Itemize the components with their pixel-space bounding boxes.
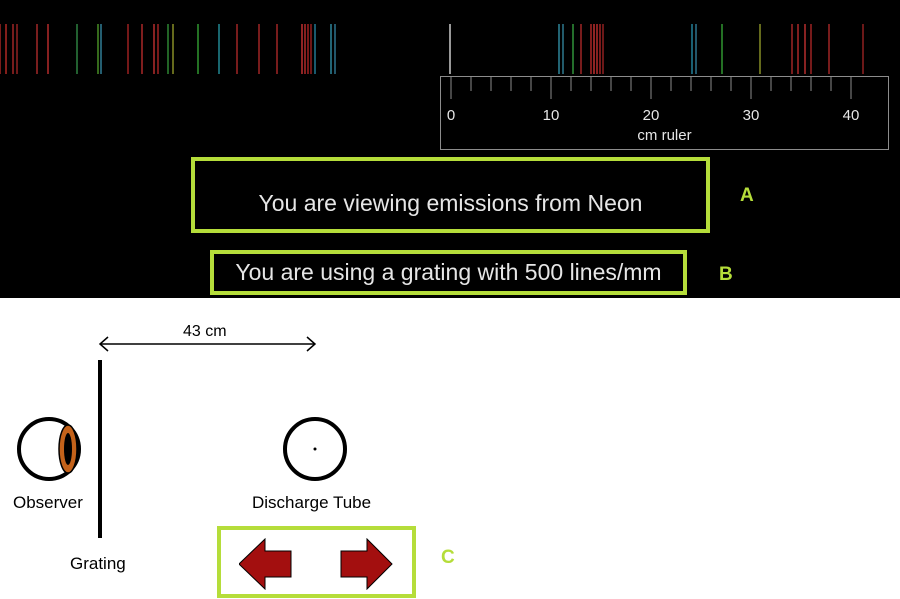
- discharge-tube-label: Discharge Tube: [252, 493, 372, 512]
- distance-arrow: [98, 336, 317, 352]
- ruler-tick-label-20: 20: [642, 107, 660, 124]
- ruler-tick-label-10: 10: [542, 107, 560, 124]
- ruler-tick-label-30: 30: [742, 107, 760, 124]
- spectrum-panel: 0 10 20 30 40 cm ruler You are viewing e…: [0, 0, 900, 298]
- callout-letter-c: C: [441, 547, 455, 568]
- eye-icon: [17, 417, 81, 481]
- callout-letter-b: B: [719, 264, 733, 285]
- experiment-diagram: [17, 336, 347, 538]
- grating-info-box: You are using a grating with 500 lines/m…: [210, 250, 687, 295]
- distance-label: 43 cm: [183, 323, 227, 340]
- ruler-tick-label-40: 40: [842, 107, 860, 124]
- grating-label: Grating: [70, 554, 126, 573]
- right-arrow-icon[interactable]: [339, 538, 393, 590]
- emission-spectrum: [0, 24, 864, 74]
- tube-move-controls: [217, 526, 416, 598]
- left-arrow-icon[interactable]: [239, 538, 293, 590]
- discharge-tube-icon: [283, 417, 347, 481]
- callout-letter-a: A: [740, 185, 754, 206]
- element-info-box: You are viewing emissions from Neon: [191, 157, 710, 233]
- ruler-caption: cm ruler: [637, 127, 692, 144]
- observer-label: Observer: [13, 493, 83, 512]
- ruler-tick-label-0: 0: [446, 107, 456, 124]
- ruler-ticks: [450, 77, 852, 99]
- cm-ruler: 0 10 20 30 40 cm ruler: [440, 76, 889, 150]
